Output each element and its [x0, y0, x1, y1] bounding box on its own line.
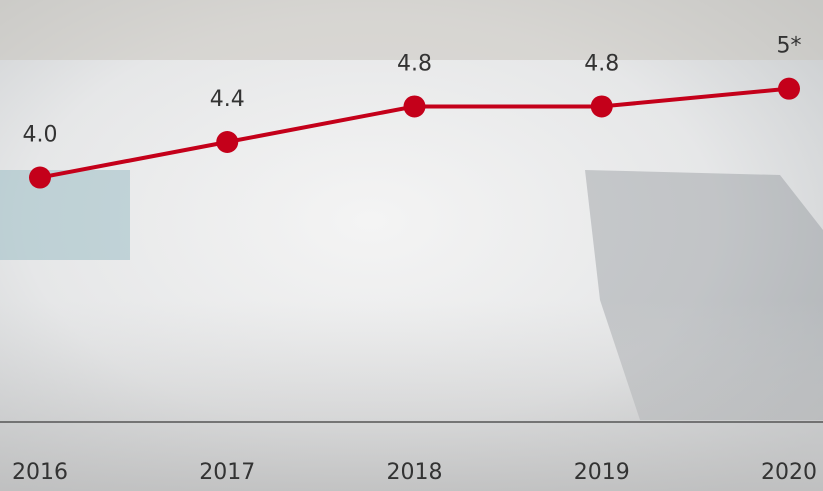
x-tick-label: 2018 [387, 460, 443, 485]
point [403, 95, 426, 118]
point [778, 77, 800, 100]
background-ground [0, 300, 823, 491]
data-label: 4.0 [23, 123, 58, 148]
data-label: 4.8 [584, 51, 619, 76]
point [216, 131, 239, 153]
x-tick-label: 2019 [574, 460, 630, 485]
point [29, 166, 51, 189]
x-tick-label: 2017 [199, 460, 255, 485]
data-label: 4.8 [397, 51, 432, 76]
x-tick-label: 2016 [12, 460, 68, 485]
x-tick-label: 2020 [761, 460, 817, 485]
background-car [0, 170, 130, 260]
point [590, 95, 613, 118]
background-top [0, 0, 823, 60]
data-label: 4.4 [210, 87, 245, 112]
data-label: 5* [777, 34, 802, 59]
